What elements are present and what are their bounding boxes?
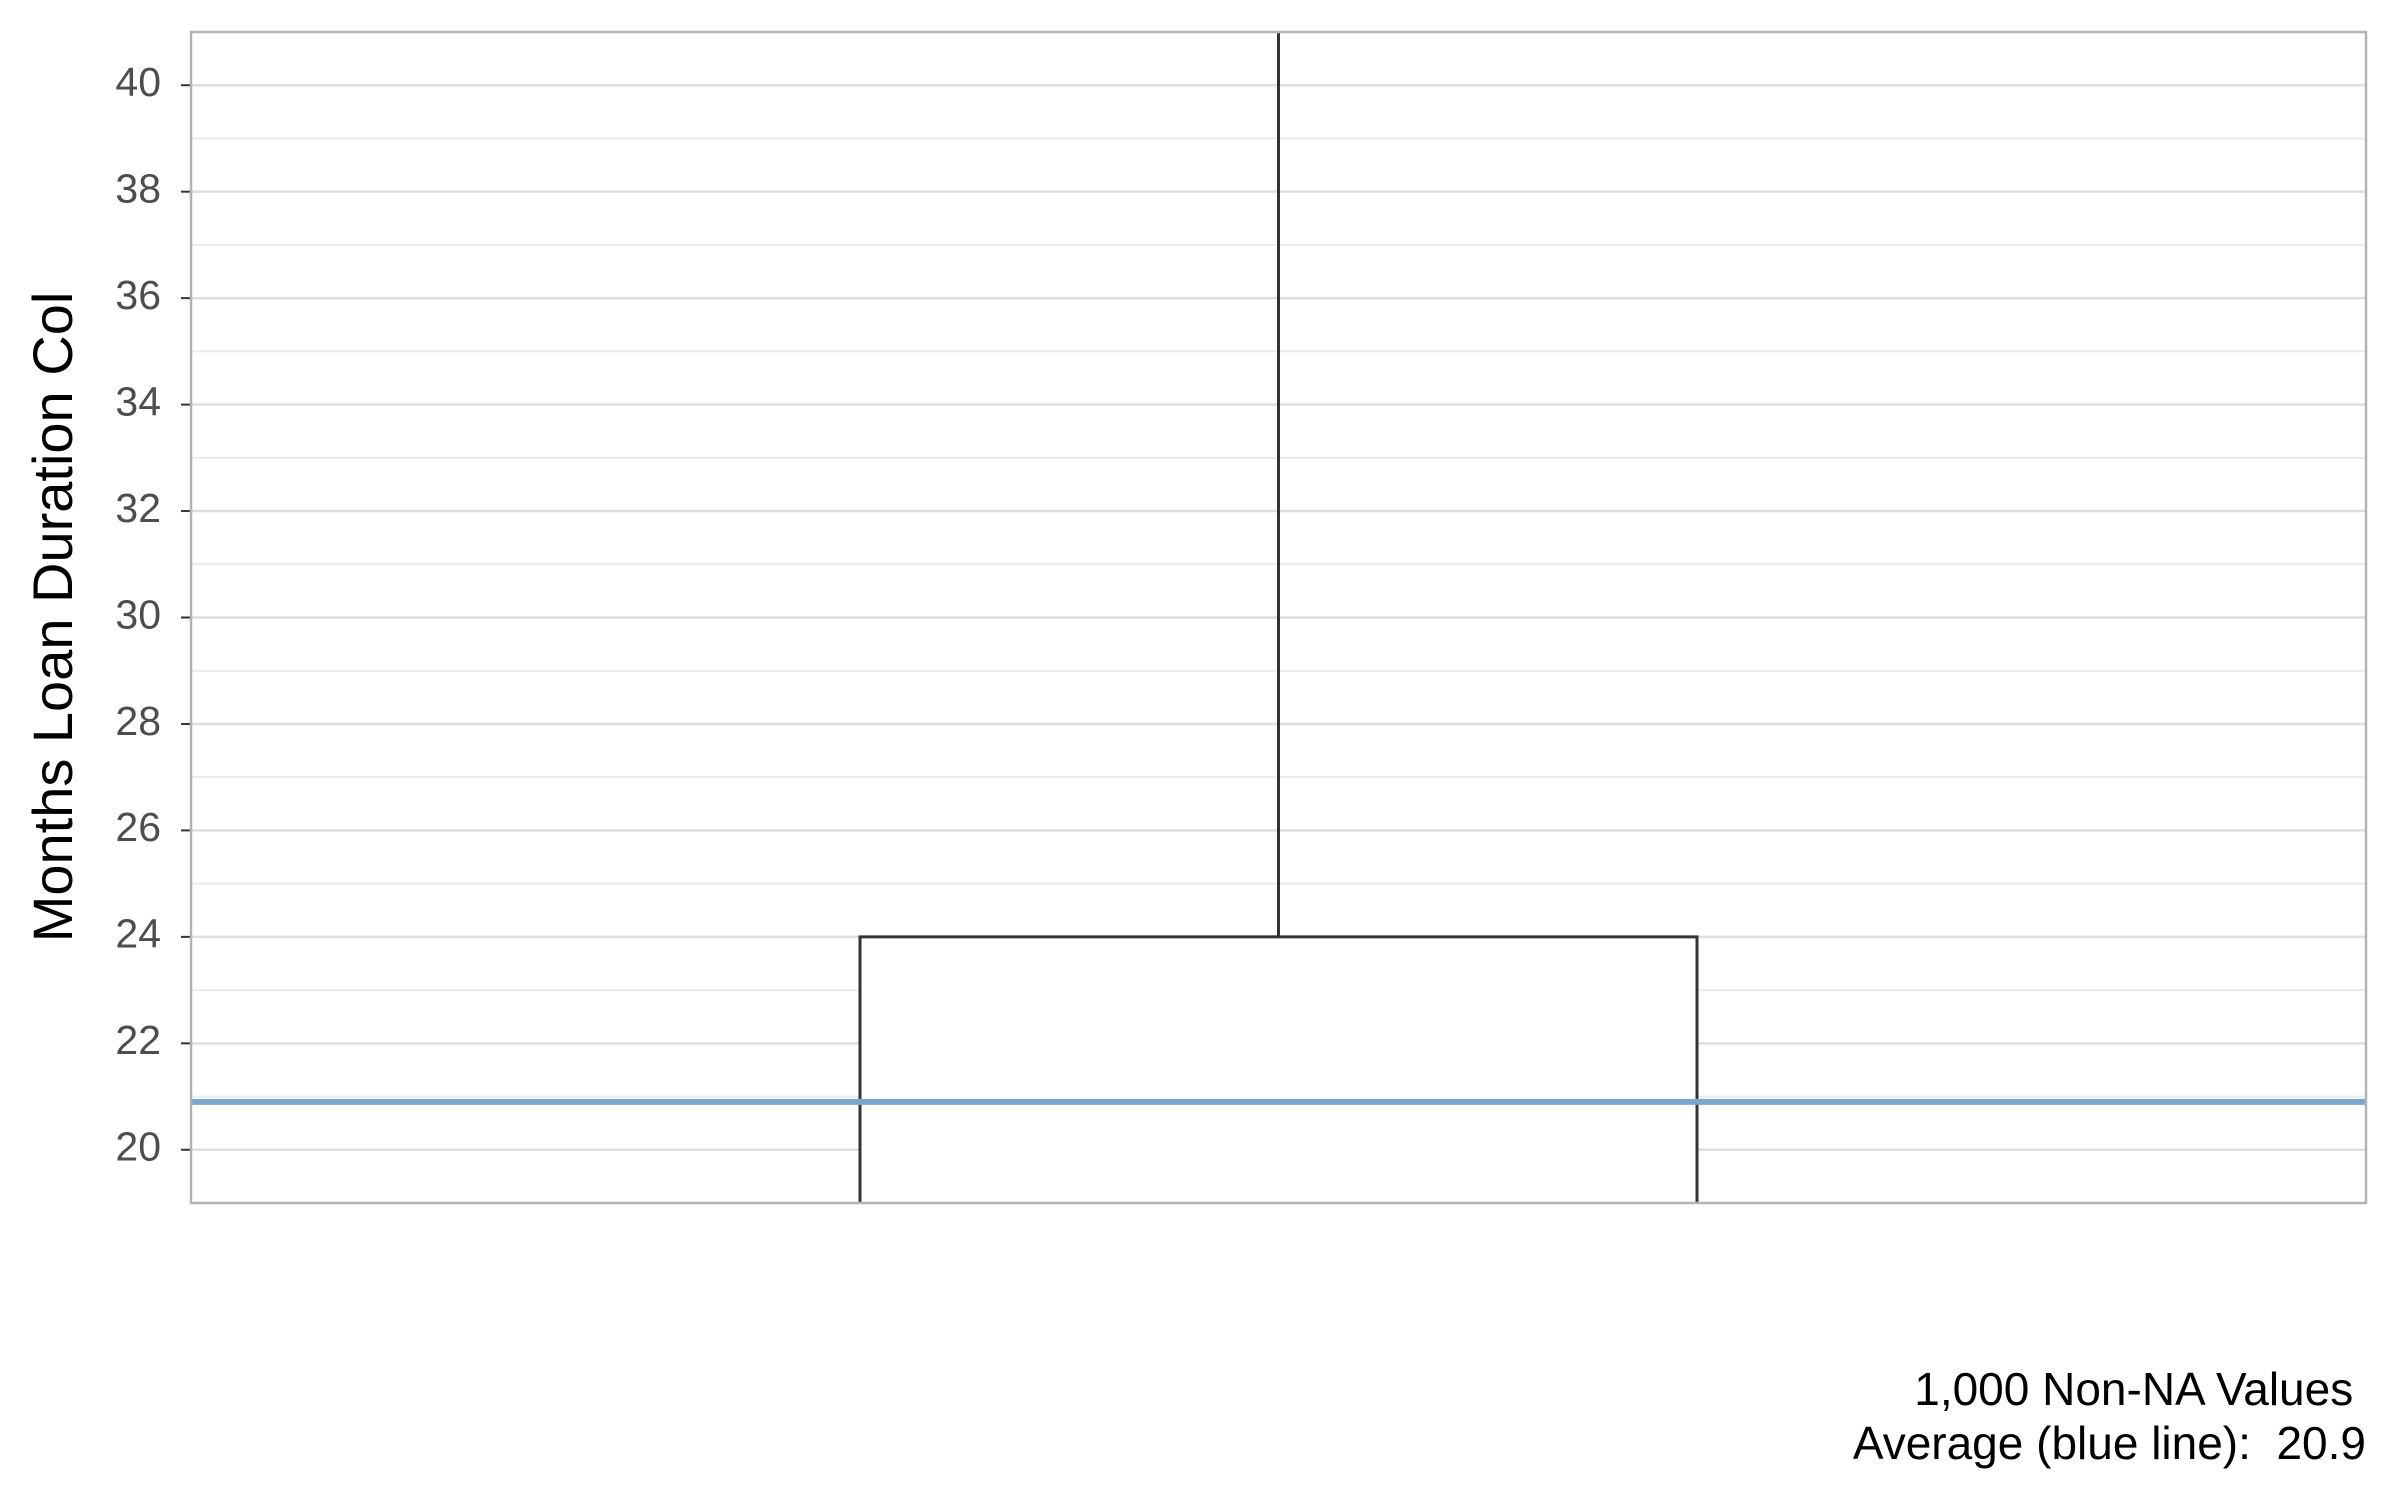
y-tick-label: 32 xyxy=(115,485,161,531)
box xyxy=(858,935,1699,1203)
plot-border xyxy=(189,30,2368,1205)
y-tick-label: 26 xyxy=(115,804,161,850)
y-tick-label: 36 xyxy=(115,272,161,318)
y-tick-label: 22 xyxy=(115,1017,161,1063)
plot-area xyxy=(191,32,2366,1203)
y-axis-label: Months Loan Duration Col xyxy=(21,292,84,943)
y-tick-label: 38 xyxy=(115,166,161,212)
annotation: Average (blue line): 20.9 xyxy=(1853,1417,2366,1469)
y-tick-label: 20 xyxy=(115,1124,161,1170)
y-tick-label: 28 xyxy=(115,698,161,744)
y-tick-label: 34 xyxy=(115,378,161,424)
y-tick-label: 40 xyxy=(115,59,161,105)
y-tick-label: 30 xyxy=(115,591,161,637)
annotation: 1,000 Non-NA Values xyxy=(1914,1363,2366,1415)
y-tick-label: 24 xyxy=(115,911,161,957)
